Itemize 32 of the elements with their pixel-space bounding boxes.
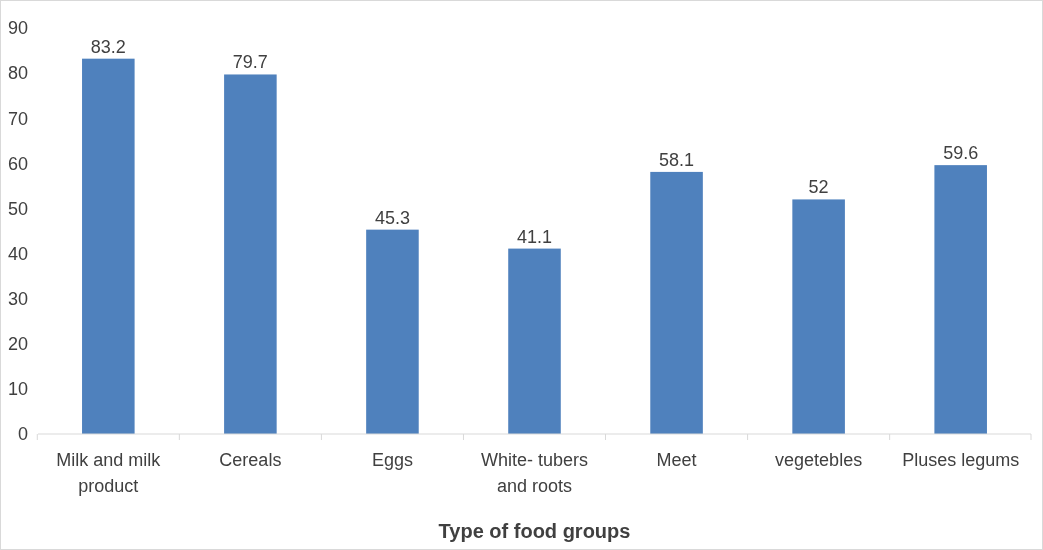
y-tick-label: 0	[17, 424, 28, 445]
bar	[366, 229, 419, 434]
x-tick-label: vegetebles	[775, 450, 863, 470]
data-label: 83.2	[90, 36, 126, 57]
bar	[82, 58, 135, 434]
bar	[792, 199, 845, 434]
bar	[508, 248, 561, 434]
x-tick-label: Milk and milk product	[56, 450, 162, 496]
x-tick-label: Eggs	[371, 450, 413, 470]
data-label: 79.7	[232, 52, 268, 73]
x-tick-label: Cereals	[219, 450, 282, 470]
x-tick-label: White- tubers and roots	[480, 450, 589, 496]
data-label: 52	[808, 177, 829, 198]
y-tick-label: 90	[7, 18, 28, 39]
bar	[224, 74, 277, 434]
data-label: 59.6	[943, 143, 979, 164]
x-tick-label: Pluses legums	[902, 450, 1020, 470]
y-tick-label: 40	[7, 243, 28, 264]
bar	[650, 171, 703, 434]
y-tick-label: 70	[7, 108, 28, 129]
data-label: 41.1	[516, 226, 553, 247]
y-tick-label: 60	[7, 153, 28, 174]
bar	[934, 165, 987, 434]
y-tick-label: 50	[7, 198, 28, 219]
x-tick-label: Meet	[656, 450, 697, 470]
y-tick-label: 80	[7, 63, 28, 84]
y-tick-label: 20	[7, 334, 28, 355]
data-label: 45.3	[374, 207, 410, 228]
x-axis-title: Type of food groups	[438, 520, 631, 542]
y-tick-label: 10	[7, 379, 28, 400]
data-label: 58.1	[659, 149, 695, 170]
y-tick-label: 30	[7, 288, 28, 309]
